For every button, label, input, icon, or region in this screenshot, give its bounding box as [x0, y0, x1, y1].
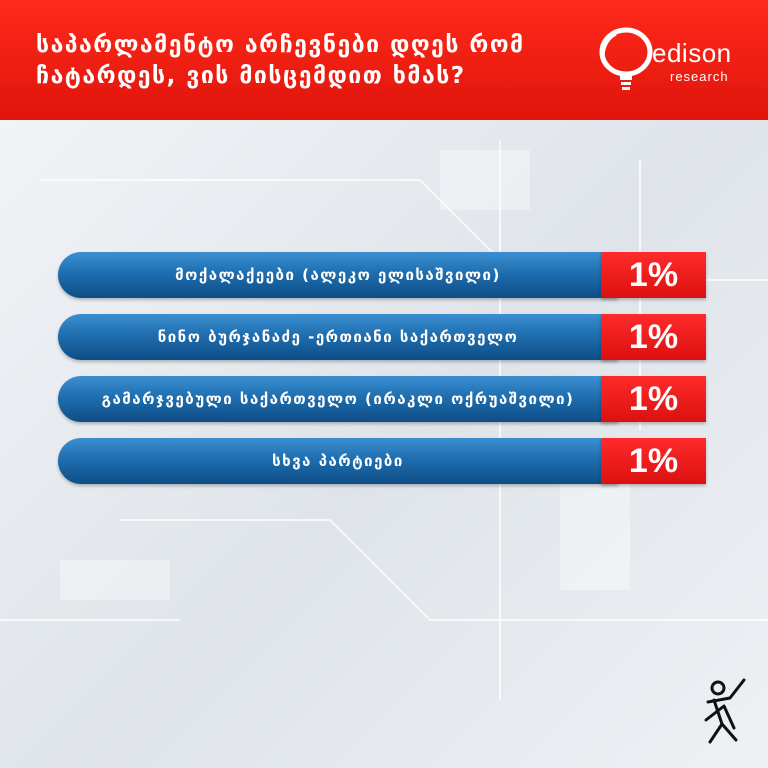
bar-category-label: მოქალაქეები (ალეკო ელისაშვილი) [58, 252, 618, 298]
bar-row: გამარჯვებული საქართველო (ირაკლი ოქრუაშვი… [58, 376, 708, 422]
page-title: საპარლამენტო არჩევნები დღეს რომ ჩატარდეს… [36, 32, 525, 89]
bar-row: მოქალაქეები (ალეკო ელისაშვილი) 1% [58, 252, 708, 298]
bar-value-label: 1% [601, 438, 706, 484]
bar-value-label: 1% [601, 314, 706, 360]
bar-category-label: ნინო ბურჯანაძე -ერთიანი საქართველო [58, 314, 618, 360]
edison-bulb-icon [599, 27, 653, 90]
logo-subtitle: research [670, 69, 729, 84]
bar-row: ნინო ბურჯანაძე -ერთიანი საქართველო 1% [58, 314, 708, 360]
bar-row: სხვა პარტიები 1% [58, 438, 708, 484]
header-banner: საპარლამენტო არჩევნები დღეს რომ ჩატარდეს… [0, 0, 768, 120]
bar-value-label: 1% [601, 252, 706, 298]
brand-figure-icon [704, 678, 746, 744]
edison-logo: edison research [596, 26, 756, 92]
bar-category-label: სხვა პარტიები [58, 438, 618, 484]
logo-name: edison [652, 38, 732, 68]
bar-category-label: გამარჯვებული საქართველო (ირაკლი ოქრუაშვი… [58, 376, 618, 422]
bar-value-label: 1% [601, 376, 706, 422]
